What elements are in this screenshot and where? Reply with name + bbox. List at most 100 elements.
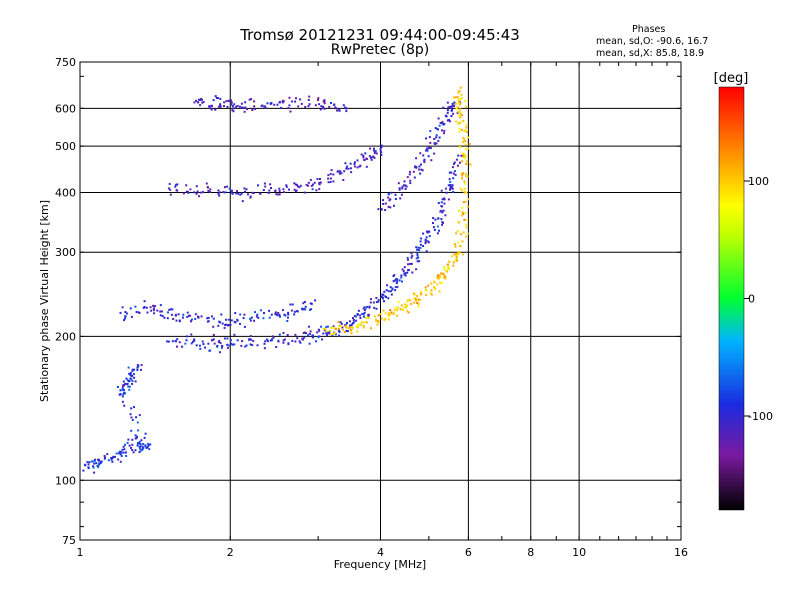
echo-3-hop-near-600-km <box>299 98 302 101</box>
echo-2-hop-near-400-km-point <box>278 189 281 192</box>
echo-f2-o-mode-upper-echoes <box>451 102 454 105</box>
echo-f2-o-mode-lower <box>322 332 325 335</box>
echo-f1-region-near-220-km <box>224 324 227 326</box>
echo-f2-x-mode <box>467 136 470 139</box>
echo-f2-o-mode-lower <box>420 237 423 240</box>
echo-2-hop-near-400-km <box>251 191 254 194</box>
echo-f2-o-mode-lower <box>193 339 196 342</box>
echo-f2-o-mode-lower <box>394 286 397 289</box>
echo-f2-x-mode <box>417 298 420 301</box>
echo-f2-o-mode-lower <box>326 331 329 334</box>
echo-2-hop-near-400-km <box>285 184 288 187</box>
echo-2-hop-near-400-km <box>200 191 203 194</box>
echo-e-es-low-echoes <box>123 388 126 391</box>
echo-f2-o-mode-lower <box>440 201 443 204</box>
echo-2-hop-near-400-km <box>340 172 343 175</box>
echo-f2-o-mode-upper-echoes-point <box>380 208 383 211</box>
echo-f2-o-mode-lower <box>459 161 461 164</box>
echo-f2-x-mode <box>456 257 459 260</box>
echo-f2-x-mode <box>457 122 460 125</box>
echo-f2-x-mode <box>400 304 403 307</box>
echo-f2-x-mode <box>464 143 467 146</box>
echo-f2-o-mode-lower <box>296 337 299 340</box>
echo-f2-x-mode-point <box>459 108 462 111</box>
echo-f2-x-mode <box>332 332 335 335</box>
echo-3-hop-near-600-km-point <box>219 103 222 106</box>
echo-f2-o-mode-lower <box>263 342 266 345</box>
echo-f2-o-mode-lower <box>348 320 351 323</box>
echo-3-hop-near-600-km <box>232 110 235 113</box>
echo-f2-o-mode-lower <box>393 279 396 282</box>
echo-f2-o-mode-lower <box>332 325 335 328</box>
echo-f2-o-mode-lower <box>436 232 439 235</box>
echo-f2-o-mode-upper-echoes <box>441 122 444 125</box>
echo-f2-o-mode-lower <box>218 340 221 342</box>
echo-f2-x-mode <box>459 102 462 105</box>
echo-f2-x-mode <box>457 241 460 244</box>
echo-f2-x-mode <box>463 191 466 194</box>
echo-e-es-low-echoes-point <box>136 364 139 367</box>
echo-3-hop-near-600-km <box>314 104 317 107</box>
echo-f2-o-mode-lower <box>454 173 457 176</box>
echo-f2-o-mode-lower <box>403 273 406 276</box>
echo-e-es-low-echoes <box>93 462 96 465</box>
echo-e-es-low-echoes <box>123 448 126 451</box>
echo-f2-x-mode <box>416 295 419 298</box>
echo-3-hop-near-600-km <box>197 98 200 101</box>
echo-f1-region-near-220-km <box>172 318 175 320</box>
echo-f2-o-mode-lower <box>438 229 440 232</box>
echo-e-es-low-echoes <box>131 438 134 441</box>
echo-f2-x-mode <box>355 326 358 328</box>
echo-e-es-low-echoes <box>132 373 135 376</box>
echo-f2-x-mode <box>458 127 461 130</box>
echo-f2-x-mode <box>455 102 458 105</box>
echo-e-es-low-echoes <box>92 466 95 469</box>
echo-f2-x-mode <box>360 321 363 324</box>
echo-f2-x-mode <box>407 298 410 301</box>
echo-f2-o-mode-lower <box>287 342 290 345</box>
echo-2-hop-near-400-km <box>277 193 280 196</box>
echo-e-es-low-echoes <box>128 385 131 388</box>
echo-f2-x-mode <box>459 233 462 236</box>
echo-f2-o-mode-lower <box>267 340 269 343</box>
echo-f2-o-mode-lower <box>390 293 393 296</box>
echo-f2-x-mode <box>446 267 449 270</box>
echo-f2-o-mode-lower <box>355 319 357 322</box>
echo-f1-region-near-220-km <box>134 305 137 308</box>
echo-2-hop-near-400-km <box>202 191 204 194</box>
echo-f2-o-mode-lower <box>184 342 187 345</box>
echo-f2-o-mode-lower <box>277 339 280 342</box>
echo-f2-o-mode-lower <box>309 330 312 333</box>
echo-f2-o-mode-lower <box>440 218 443 221</box>
echo-f2-o-mode-lower <box>228 344 231 347</box>
echo-f2-x-mode <box>379 313 382 316</box>
echo-2-hop-near-400-km <box>283 191 286 194</box>
echo-2-hop-near-400-km <box>375 152 378 155</box>
echo-f2-o-mode-lower <box>416 254 419 257</box>
echo-f2-o-mode-lower <box>406 271 409 274</box>
echo-f2-o-mode-lower <box>229 339 232 342</box>
echo-2-hop-near-400-km <box>319 181 322 184</box>
echo-f2-x-mode <box>463 187 466 190</box>
echo-f2-x-mode <box>447 265 450 268</box>
echo-f2-o-mode-lower <box>299 341 302 344</box>
echo-f2-o-mode-lower <box>334 333 337 336</box>
echo-2-hop-near-400-km <box>198 195 200 198</box>
echo-f2-o-mode-lower-point <box>437 217 440 220</box>
echo-f2-x-mode <box>461 152 464 155</box>
echo-3-hop-near-600-km <box>335 107 338 110</box>
echo-2-hop-near-400-km <box>293 188 296 191</box>
echo-f2-o-mode-lower <box>392 275 395 277</box>
echo-f2-x-mode <box>467 147 470 150</box>
echo-f2-x-mode <box>456 259 458 262</box>
echo-f2-x-mode <box>344 331 346 333</box>
echo-f2-x-mode <box>454 245 457 248</box>
echo-e-es-low-echoes <box>121 400 124 403</box>
echo-e-es-low-echoes <box>139 445 142 448</box>
echo-f2-o-mode-upper-echoes <box>439 122 442 124</box>
echo-f2-x-mode <box>438 290 441 293</box>
echo-f2-o-mode-upper-echoes <box>429 147 432 150</box>
echo-3-hop-near-600-km <box>250 98 253 101</box>
echo-f2-x-mode <box>462 201 465 204</box>
echo-2-hop-near-400-km <box>288 188 290 191</box>
